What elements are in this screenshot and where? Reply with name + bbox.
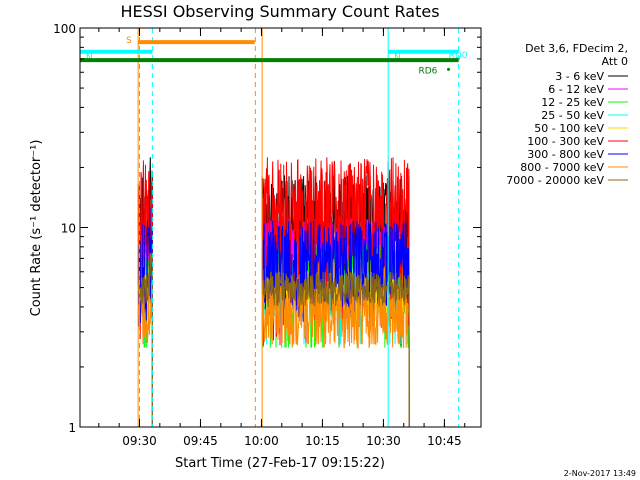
flag-layer: S N N RD0 RD6: [80, 28, 468, 427]
data-layer: [137, 157, 410, 428]
legend-entry-label: 100 - 300 keV: [527, 135, 604, 148]
timestamp-label: 2-Nov-2017 13:49: [564, 469, 636, 478]
x-tick-label: 10:30: [366, 434, 401, 448]
legend-entry-label: 6 - 12 keV: [548, 83, 604, 96]
flag-label: N: [394, 53, 401, 63]
chart-title: HESSI Observing Summary Count Rates: [120, 2, 439, 21]
y-axis-label: Count Rate (s⁻¹ detector⁻¹): [29, 140, 44, 317]
legend-entry-label: 12 - 25 keV: [541, 96, 604, 109]
series-line-7000-20000-kev: [137, 252, 410, 428]
legend-title-line: Det 3,6, FDecim 2,: [525, 42, 628, 55]
x-tick-label: 09:45: [183, 434, 218, 448]
x-tick-label: 10:45: [427, 434, 462, 448]
y-tick-label: 1: [68, 421, 76, 435]
legend-entry-label: 300 - 800 keV: [527, 148, 604, 161]
flag-label: RD6: [418, 66, 437, 76]
x-tick-label: 10:00: [244, 434, 279, 448]
legend-entry-label: 50 - 100 keV: [534, 122, 604, 135]
legend-entry-label: 800 - 7000 keV: [520, 161, 604, 174]
flag-label: S: [126, 36, 132, 46]
x-axis-label: Start Time (27-Feb-17 09:15:22): [175, 456, 385, 471]
legend-title-line: Att 0: [602, 55, 628, 68]
legend-entry-label: 7000 - 20000 keV: [506, 174, 604, 187]
legend-entry-label: 3 - 6 keV: [555, 70, 604, 83]
y-tick-label: 100: [53, 22, 76, 36]
flag-label: RD0: [449, 51, 468, 61]
x-tick-label: 10:15: [305, 434, 340, 448]
flag-dot: [446, 67, 450, 71]
flag-label: N: [86, 53, 93, 63]
legend-entry-label: 25 - 50 keV: [541, 109, 604, 122]
x-tick-label: 09:30: [122, 434, 157, 448]
tick-layer: 09:30 09:45 10:00 10:15 10:30 10:45 1 10 100: [53, 22, 481, 448]
y-tick-label: 10: [61, 222, 76, 236]
